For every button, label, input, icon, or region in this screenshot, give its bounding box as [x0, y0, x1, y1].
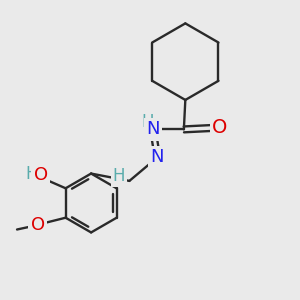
- Text: N: N: [151, 148, 164, 166]
- Text: H: H: [113, 167, 125, 184]
- Text: O: O: [212, 118, 227, 137]
- Text: N: N: [146, 120, 160, 138]
- Text: O: O: [34, 166, 48, 184]
- Text: H: H: [26, 165, 38, 183]
- Text: O: O: [31, 216, 45, 234]
- Text: H: H: [141, 113, 154, 131]
